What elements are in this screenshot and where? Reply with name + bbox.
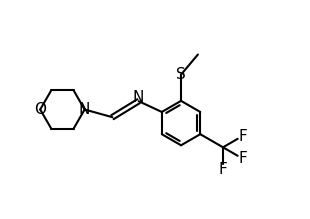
Text: S: S <box>176 67 186 82</box>
Text: N: N <box>79 102 90 117</box>
Text: F: F <box>219 162 227 177</box>
Text: N: N <box>133 90 144 105</box>
Text: O: O <box>34 102 46 117</box>
Text: F: F <box>238 129 247 143</box>
Text: F: F <box>238 151 247 166</box>
